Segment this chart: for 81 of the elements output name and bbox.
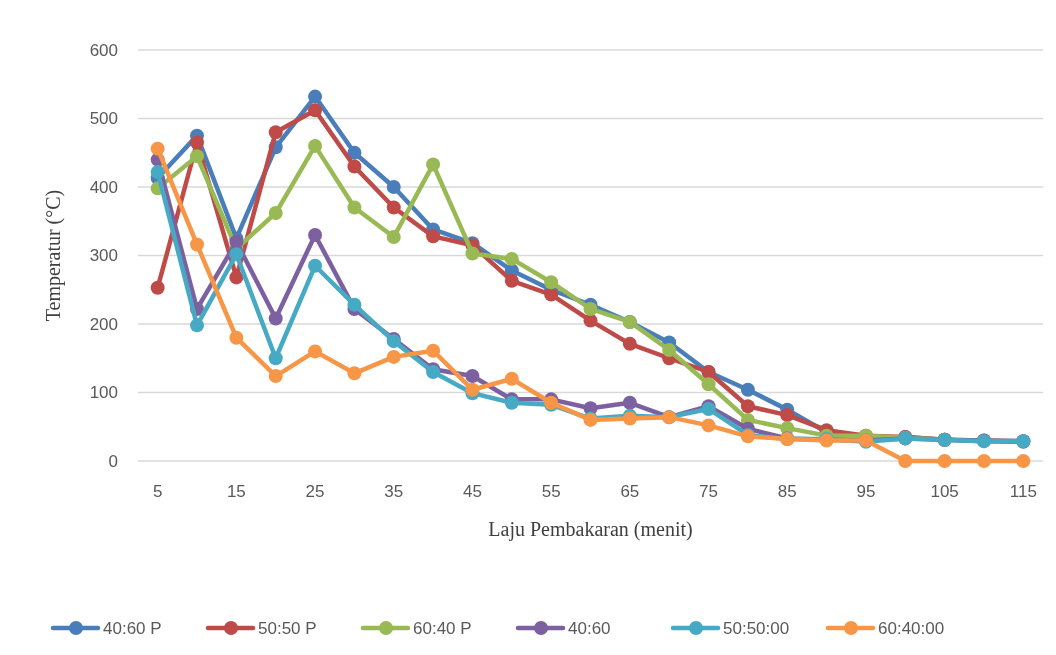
x-tick-label: 45 (463, 481, 482, 501)
point (150, 141, 165, 156)
point (308, 258, 323, 273)
point (504, 371, 519, 386)
point (780, 408, 795, 423)
point (190, 149, 205, 164)
point (504, 251, 519, 266)
point (308, 227, 323, 242)
y-tick-label: 500 (89, 109, 118, 129)
x-tick-label: 55 (541, 481, 561, 501)
point (622, 395, 637, 410)
y-tick-label: 400 (89, 177, 118, 197)
y-axis-title: Temperatur (°C) (42, 189, 65, 322)
point (898, 454, 913, 468)
point (347, 145, 362, 160)
x-tick-label: 5 (152, 481, 163, 501)
point (386, 200, 401, 215)
y-tick-label: 200 (89, 314, 118, 334)
x-tick-label: 25 (305, 481, 325, 501)
legend-label: 40:60 P (103, 618, 162, 638)
point (386, 230, 401, 245)
x-tick-label: 105 (930, 481, 959, 501)
point (150, 164, 165, 179)
point (701, 377, 716, 392)
point (347, 159, 362, 174)
point (308, 103, 323, 118)
point (937, 454, 952, 468)
legend-label: 50:50:00 (723, 618, 790, 638)
point (1016, 454, 1031, 468)
point (190, 135, 205, 150)
point (701, 418, 716, 433)
point (426, 157, 441, 172)
point (740, 399, 755, 414)
point (662, 343, 677, 358)
x-tick-label: 95 (856, 481, 876, 501)
point (347, 297, 362, 312)
point (308, 138, 323, 153)
y-tick-label: 600 (89, 40, 118, 60)
point (190, 237, 205, 252)
x-tick-label: 65 (620, 481, 640, 501)
point (740, 382, 755, 397)
point (426, 229, 441, 244)
point (426, 343, 441, 358)
legend-label: 40:60 (568, 618, 611, 638)
x-tick-label: 35 (384, 481, 404, 501)
point (347, 366, 362, 381)
legend-label: 60:40:00 (878, 618, 945, 638)
point (465, 382, 480, 397)
y-tick-label: 100 (89, 383, 118, 403)
point (465, 246, 480, 261)
point (544, 275, 559, 290)
point (268, 206, 283, 221)
point (347, 200, 362, 215)
point (190, 318, 205, 333)
point (268, 125, 283, 140)
point (544, 287, 559, 302)
point (583, 301, 598, 316)
y-tick-label: 300 (89, 246, 118, 266)
point (308, 89, 323, 104)
point (229, 270, 244, 285)
y-tick-label: 0 (108, 451, 118, 471)
x-axis-title: Laju Pembakaran (menit) (488, 518, 693, 541)
point (150, 280, 165, 295)
x-tick-label: 15 (226, 481, 246, 501)
legend-label: 50:50 P (258, 618, 317, 638)
x-tick-label: 115 (1009, 481, 1037, 501)
x-tick-label: 75 (699, 481, 718, 501)
point (268, 311, 283, 326)
point (308, 344, 323, 359)
point (268, 351, 283, 366)
x-tick-label: 85 (777, 481, 797, 501)
point (976, 454, 991, 468)
point (229, 247, 244, 262)
point (386, 180, 401, 194)
point (229, 330, 244, 345)
point (386, 349, 401, 364)
point (465, 369, 480, 384)
legend-label: 60:40 P (413, 618, 472, 638)
point (504, 273, 519, 288)
point (268, 369, 283, 384)
point (622, 336, 637, 351)
